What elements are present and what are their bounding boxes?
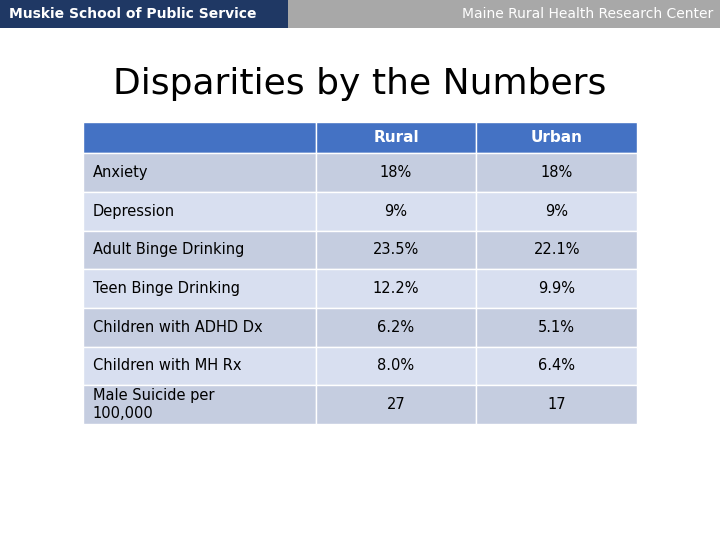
Text: 12.2%: 12.2%: [373, 281, 419, 296]
Text: 9%: 9%: [545, 204, 568, 219]
Bar: [315, 153, 477, 192]
Bar: [477, 231, 637, 269]
Bar: [477, 269, 637, 308]
Text: 5.1%: 5.1%: [539, 320, 575, 335]
Text: 23.5%: 23.5%: [373, 242, 419, 258]
Bar: [288, 0, 720, 28]
Bar: [477, 153, 637, 192]
Text: 6.4%: 6.4%: [539, 359, 575, 373]
Text: Anxiety: Anxiety: [93, 165, 148, 180]
Text: Teen Binge Drinking: Teen Binge Drinking: [93, 281, 240, 296]
Bar: [477, 122, 637, 153]
Bar: [315, 385, 477, 424]
Text: Disparities by the Numbers: Disparities by the Numbers: [113, 67, 607, 100]
Bar: [477, 308, 637, 347]
Text: Male Suicide per
100,000: Male Suicide per 100,000: [93, 388, 215, 421]
Bar: [477, 385, 637, 424]
Text: Adult Binge Drinking: Adult Binge Drinking: [93, 242, 244, 258]
Bar: [477, 192, 637, 231]
Text: 6.2%: 6.2%: [377, 320, 415, 335]
Bar: [83, 192, 315, 231]
Bar: [0, 0, 288, 28]
Text: Rural: Rural: [373, 130, 419, 145]
Text: 8.0%: 8.0%: [377, 359, 415, 373]
Text: Children with ADHD Dx: Children with ADHD Dx: [93, 320, 262, 335]
Text: Muskie School of Public Service: Muskie School of Public Service: [9, 7, 256, 21]
Text: Maine Rural Health Research Center: Maine Rural Health Research Center: [462, 7, 713, 21]
Text: Depression: Depression: [93, 204, 175, 219]
Text: Children with MH Rx: Children with MH Rx: [93, 359, 241, 373]
Text: Urban: Urban: [531, 130, 582, 145]
Text: 17: 17: [547, 397, 566, 412]
Bar: [83, 308, 315, 347]
Text: 18%: 18%: [541, 165, 573, 180]
Bar: [83, 122, 315, 153]
Text: 27: 27: [387, 397, 405, 412]
Bar: [315, 231, 477, 269]
Bar: [83, 231, 315, 269]
Bar: [315, 192, 477, 231]
Text: 9.9%: 9.9%: [539, 281, 575, 296]
Text: 22.1%: 22.1%: [534, 242, 580, 258]
Text: 18%: 18%: [380, 165, 412, 180]
Bar: [83, 385, 315, 424]
Bar: [315, 122, 477, 153]
Bar: [83, 347, 315, 385]
Bar: [477, 347, 637, 385]
Bar: [315, 308, 477, 347]
Bar: [83, 153, 315, 192]
Bar: [315, 269, 477, 308]
Text: 9%: 9%: [384, 204, 408, 219]
Bar: [315, 347, 477, 385]
Bar: [83, 269, 315, 308]
